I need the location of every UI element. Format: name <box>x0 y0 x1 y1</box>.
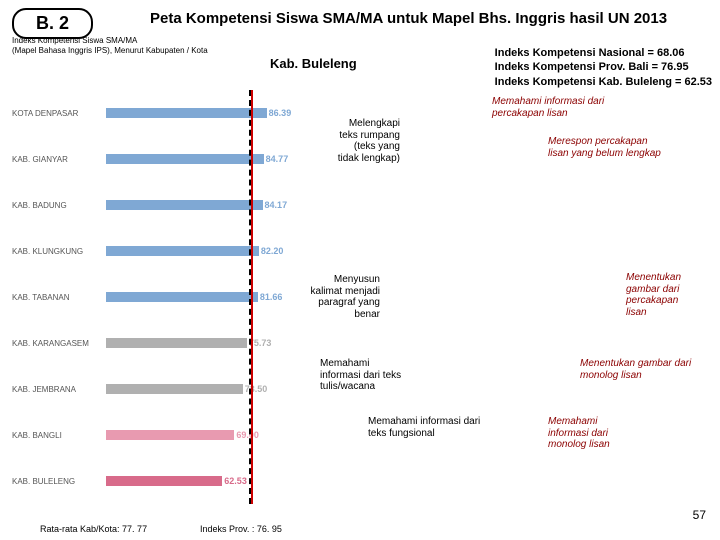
region-heading: Kab. Buleleng <box>270 56 357 71</box>
row-label: KAB. BADUNG <box>12 201 106 210</box>
page-title: Peta Kompetensi Siswa SMA/MA untuk Mapel… <box>150 10 667 27</box>
bar-value: 84.77 <box>266 154 289 164</box>
bar-value: 69.00 <box>236 430 259 440</box>
footnote-prov: Indeks Prov. : 76. 95 <box>200 524 282 534</box>
bar <box>106 430 234 440</box>
annotation: Memahamiinformasi dari tekstulis/wacana <box>320 358 430 393</box>
bar <box>106 476 222 486</box>
bar-wrap: 73.50 <box>106 366 292 412</box>
annotation: Memahami informasi daripercakapan lisan <box>492 96 652 119</box>
bar-value: 81.66 <box>260 292 283 302</box>
bar-wrap: 82.20 <box>106 228 292 274</box>
bar-value: 84.17 <box>265 200 288 210</box>
annotation: Menentukan gambar darimonolog lisan <box>580 358 720 381</box>
index-province: Indeks Kompetensi Prov. Bali = 76.95 <box>495 60 712 74</box>
row-label: KAB. GIANYAR <box>12 155 106 164</box>
row-label: KAB. JEMBRANA <box>12 385 106 394</box>
section-badge: B. 2 <box>12 8 93 39</box>
annotation: Menentukangambar daripercakapanlisan <box>626 272 716 318</box>
bar <box>106 384 243 394</box>
annotation: Memahami informasi dariteks fungsional <box>368 416 518 439</box>
bar <box>106 246 259 256</box>
index-national: Indeks Kompetensi Nasional = 68.06 <box>495 46 712 60</box>
page-number: 57 <box>693 508 706 522</box>
bar <box>106 200 263 210</box>
bar-wrap: 62.53 <box>106 458 292 504</box>
index-summary: Indeks Kompetensi Nasional = 68.06 Indek… <box>495 46 712 89</box>
bar <box>106 292 258 302</box>
bar-value: 86.39 <box>269 108 292 118</box>
footnote-avg: Rata-rata Kab/Kota: 77. 77 <box>40 524 147 534</box>
bar-wrap: 81.66 <box>106 274 292 320</box>
annotation: Menyusunkalimat menjadiparagraf yangbena… <box>290 274 380 320</box>
bar <box>106 338 247 348</box>
annotation: Melengkapiteks rumpang(teks yangtidak le… <box>320 118 400 164</box>
index-regency: Indeks Kompetensi Kab. Buleleng = 62.53 <box>495 75 712 89</box>
subtitle-line1: Indeks Kompetensi Siswa SMA/MA <box>12 36 137 45</box>
bar <box>106 108 267 118</box>
annotation: Merespon percakapanlisan yang belum leng… <box>548 136 708 159</box>
annotation: Memahamiinformasi darimonolog lisan <box>548 416 648 451</box>
row-label: KAB. KLUNGKUNG <box>12 247 106 256</box>
bar-wrap: 75.73 <box>106 320 292 366</box>
bar-wrap: 84.17 <box>106 182 292 228</box>
row-label: KAB. BULELENG <box>12 477 106 486</box>
prov-line-black <box>249 90 251 504</box>
subtitle-line2: (Mapel Bahasa Inggris IPS), Menurut Kabu… <box>12 46 208 55</box>
row-label: KAB. BANGLI <box>12 431 106 440</box>
bar-value: 73.50 <box>245 384 268 394</box>
row-label: KOTA DENPASAR <box>12 109 106 118</box>
bar-wrap: 69.00 <box>106 412 292 458</box>
bar <box>106 154 264 164</box>
bar-value: 82.20 <box>261 246 284 256</box>
bar-value: 62.53 <box>224 476 247 486</box>
chart-subtitle: Indeks Kompetensi Siswa SMA/MA (Mapel Ba… <box>12 36 208 55</box>
bar-wrap: 84.77 <box>106 136 292 182</box>
row-label: KAB. TABANAN <box>12 293 106 302</box>
bar-wrap: 86.39 <box>106 90 292 136</box>
row-label: KAB. KARANGASEM <box>12 339 106 348</box>
